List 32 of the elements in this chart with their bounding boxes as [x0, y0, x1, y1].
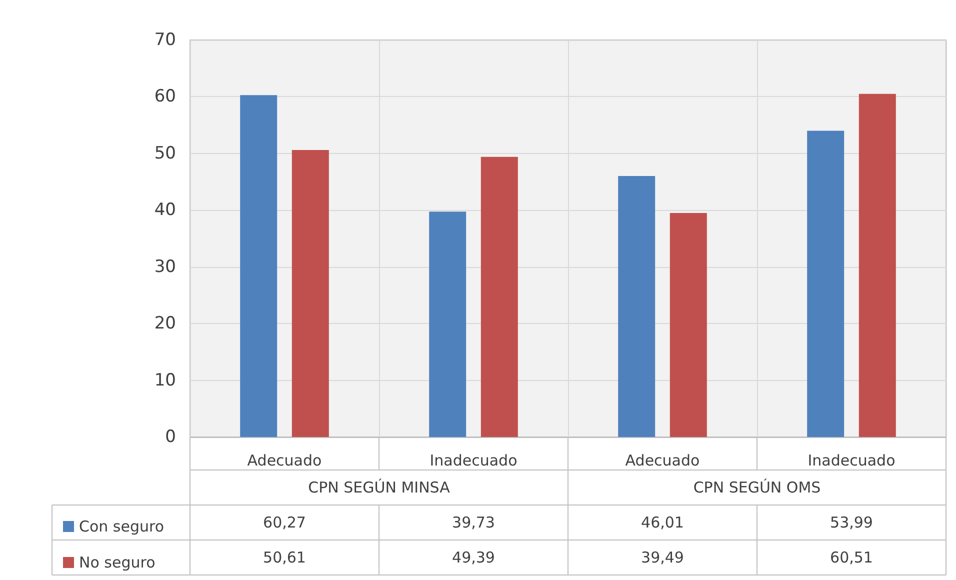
data-label: 53,99 [830, 514, 873, 532]
bar [240, 95, 278, 437]
y-tick-label: 60 [154, 86, 176, 107]
text: CPN SEGÚN OMS [693, 478, 821, 496]
y-tick-label: 10 [154, 370, 176, 390]
bar [480, 156, 518, 437]
x-tick-label: Inadecuado [430, 452, 518, 470]
data-label: 46,01 [641, 514, 684, 532]
x-tick-label: Adecuado [625, 452, 700, 470]
data-label: 39,73 [452, 514, 495, 532]
bar [858, 94, 896, 437]
y-tick-label: 50 [154, 143, 176, 164]
y-tick-label: 40 [154, 200, 176, 220]
data-label: 49,39 [452, 548, 495, 566]
x-tick-label: Adecuado [247, 452, 322, 470]
data-label: 39,49 [641, 548, 684, 566]
data-label: 60,51 [830, 548, 873, 566]
bar [292, 150, 329, 437]
y-tick-label: 70 [154, 30, 176, 50]
y-tick-label: 30 [154, 256, 176, 277]
legend-label: Con seguro [79, 518, 164, 536]
text: CPN SEGÚN MINSA [308, 478, 451, 496]
bar [618, 176, 656, 437]
data-label: 60,27 [263, 514, 306, 532]
bar [429, 212, 466, 437]
y-tick-label: 0 [165, 427, 176, 447]
bar [670, 213, 707, 437]
legend-label: No seguro [79, 554, 156, 572]
y-tick-label: 20 [154, 314, 176, 334]
bar [807, 130, 844, 437]
data-label: 50,61 [263, 548, 306, 566]
x-tick-label: Inadecuado [808, 452, 896, 470]
